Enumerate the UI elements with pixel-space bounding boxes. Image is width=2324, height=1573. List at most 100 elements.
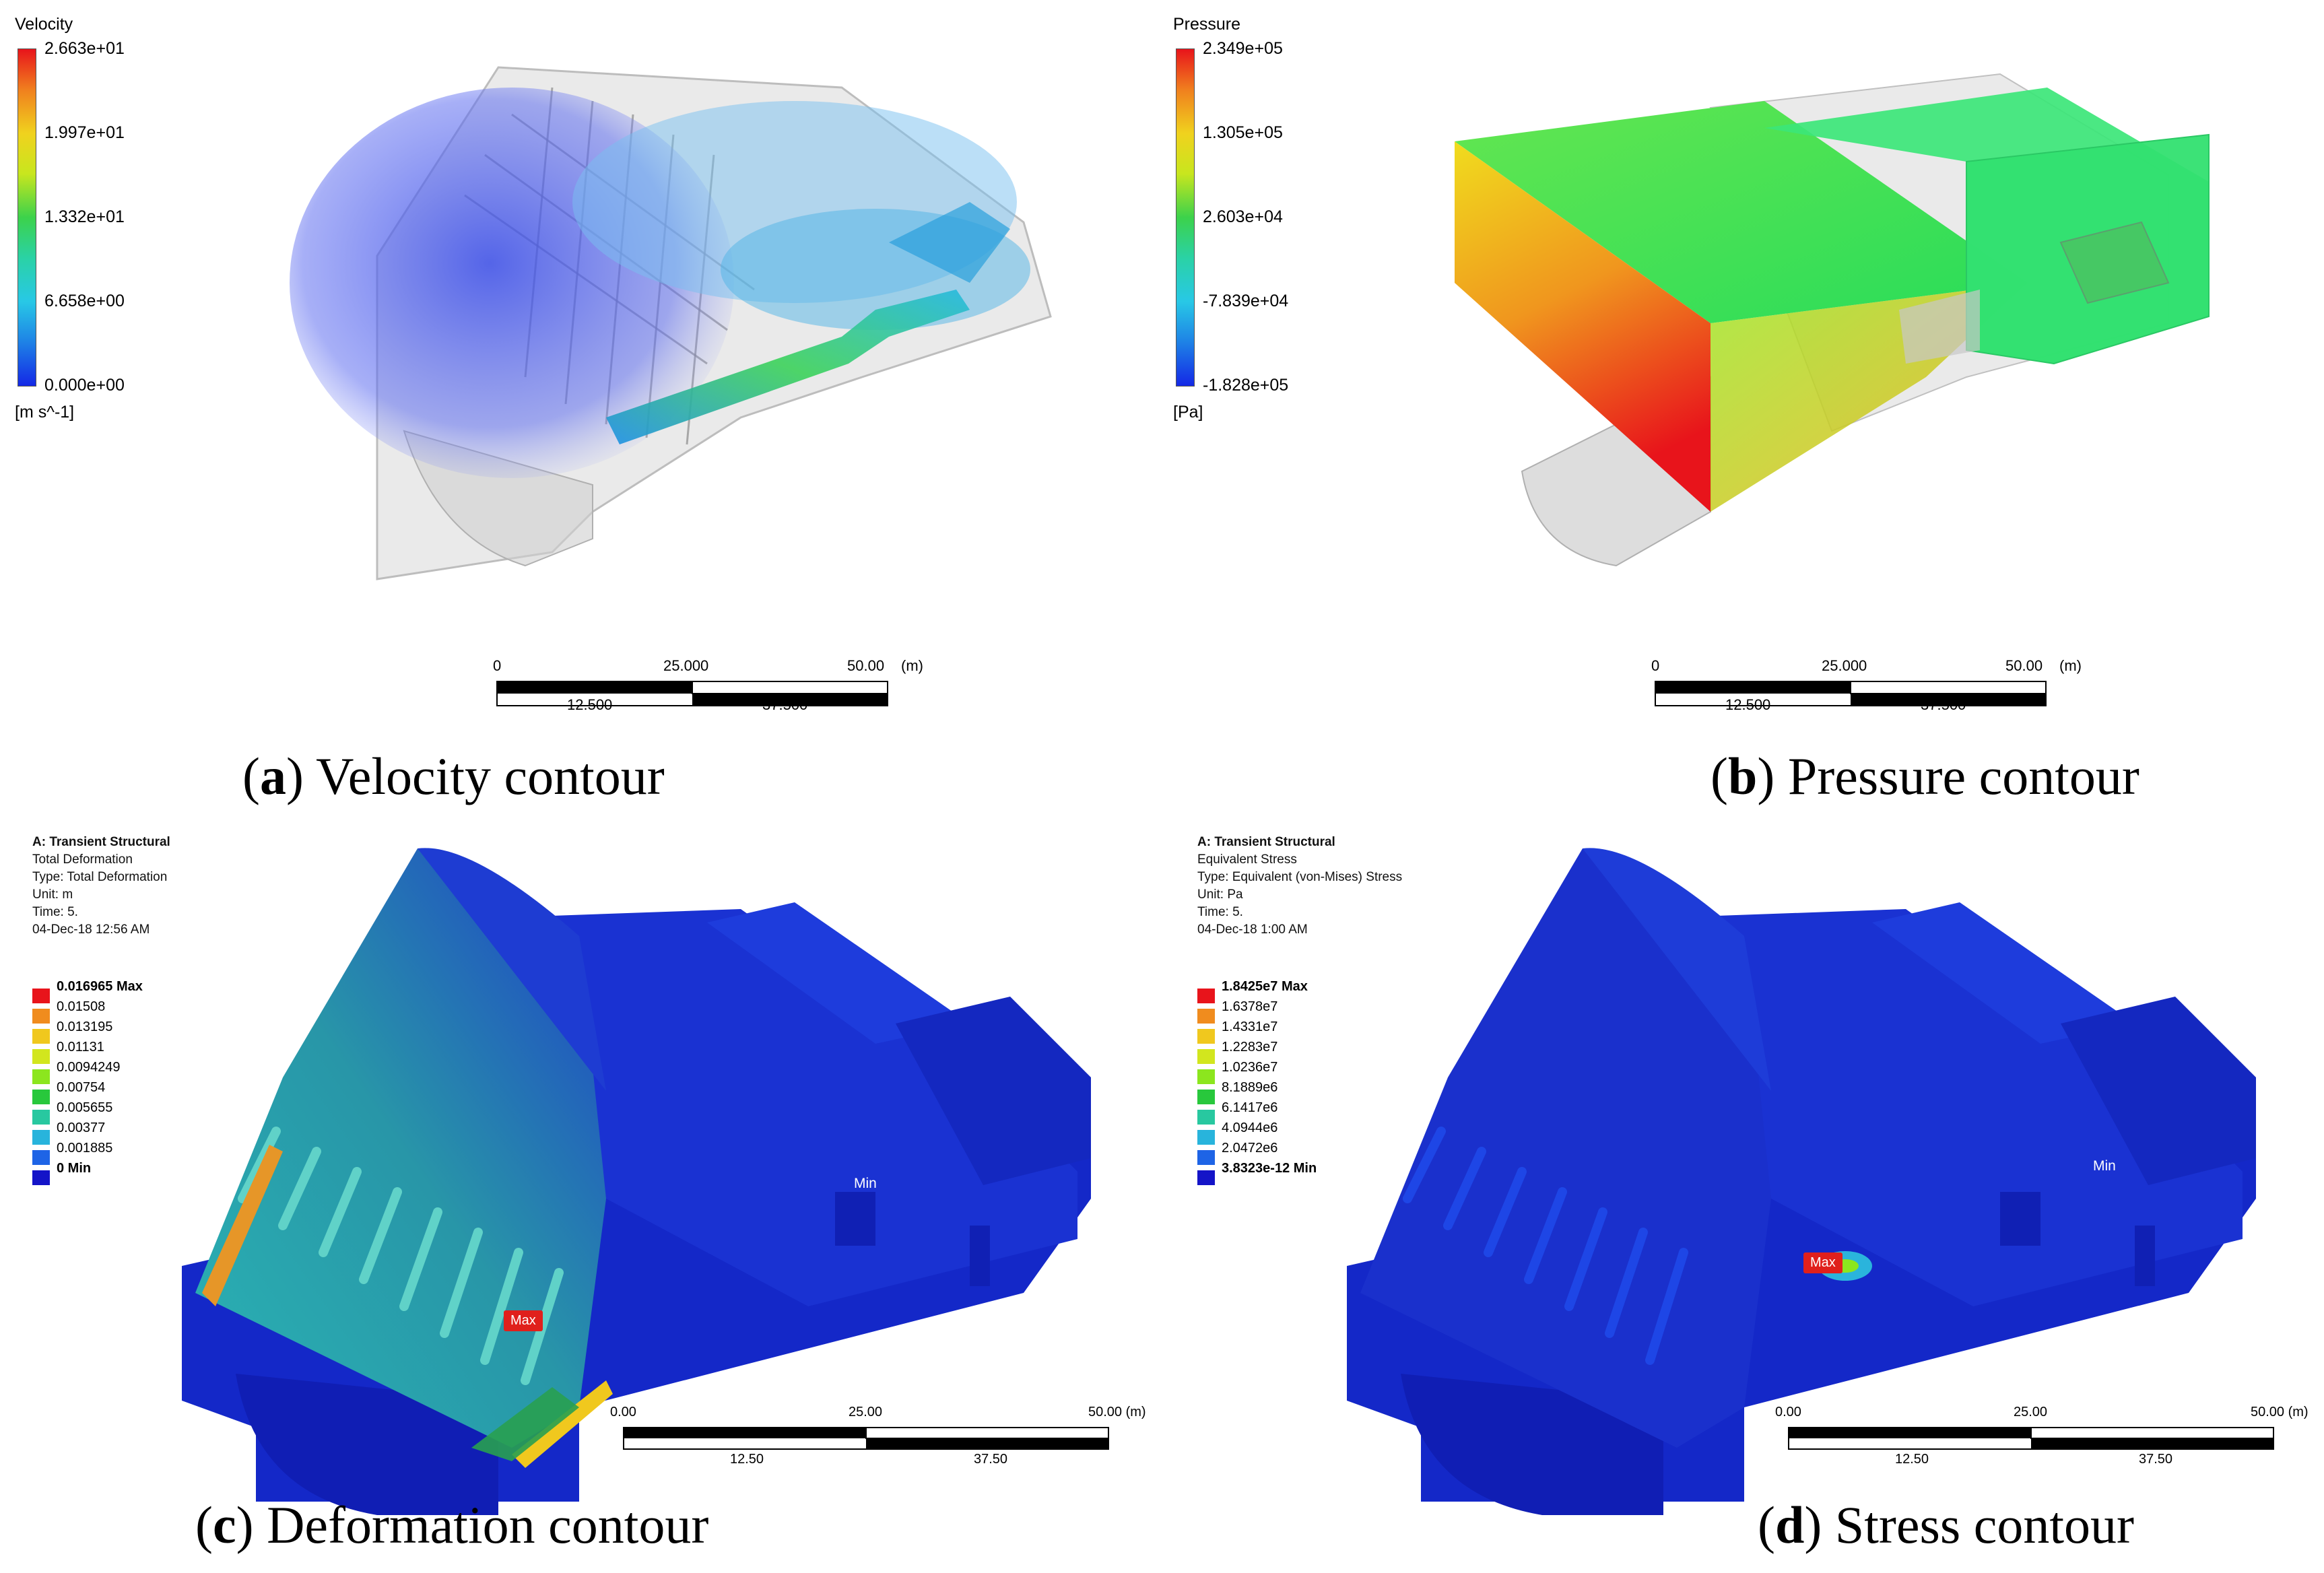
velocity-scale-unit: (m) (901, 657, 923, 674)
caption-c: (c) Deformation contour (195, 1496, 709, 1554)
deformation-info-type: Type: Total Deformation (32, 870, 168, 884)
deformation-legend-swatch (32, 1110, 50, 1125)
velocity-scale-37-5: 37.500 (762, 696, 808, 713)
deformation-scale-37-5: 37.50 (974, 1452, 1008, 1467)
stress-legend-label: 1.0236e7 (1222, 1060, 1278, 1075)
velocity-scale-25: 25.000 (663, 657, 709, 674)
deformation-legend-label: 0.0094249 (57, 1060, 121, 1075)
deformation-legend-swatch (32, 1090, 50, 1104)
deformation-legend-swatch (32, 989, 50, 1003)
caption-c-letter: c (212, 1496, 236, 1554)
velocity-model-render (290, 66, 1052, 580)
pressure-tick-3: 2.603e+04 (1203, 207, 1283, 226)
stress-legend-label: 4.0944e6 (1222, 1120, 1278, 1135)
deformation-scale-bar (623, 1427, 1109, 1450)
pressure-tick-1: 2.349e+05 (1203, 39, 1283, 58)
stress-scale-25: 25.00 (2014, 1405, 2048, 1419)
stress-min-marker: Min (2093, 1158, 2116, 1174)
velocity-scale-50: 50.00 (847, 657, 885, 674)
stress-legend-label: 1.4331e7 (1222, 1019, 1278, 1034)
stress-scale-37-5: 37.50 (2139, 1452, 2173, 1467)
stress-info-unit: Unit: Pa (1197, 888, 1243, 902)
deformation-legend-swatch (32, 1170, 50, 1185)
pressure-scale-37-5: 37.500 (1921, 696, 1966, 713)
deformation-legend-label: 0.001885 (57, 1141, 113, 1156)
deformation-scale-12-5: 12.50 (730, 1452, 764, 1467)
stress-scale-50: 50.00 (m) (2251, 1405, 2309, 1419)
panel-stress: A: Transient Structural Equivalent Stres… (1165, 822, 2324, 1573)
stress-legend-swatch (1197, 1170, 1215, 1185)
deformation-info-analysis: A: Transient Structural (32, 835, 170, 849)
deformation-legend-swatch (32, 1049, 50, 1064)
panel-pressure: Pressure 2.349e+05 1.305e+05 2.603e+04 -… (1158, 0, 2324, 805)
deformation-legend-swatch (32, 1150, 50, 1165)
pressure-legend-title: Pressure (1173, 15, 1241, 34)
pressure-color-bar (1176, 48, 1195, 387)
stress-info-analysis: A: Transient Structural (1197, 835, 1335, 849)
deformation-legend-label: 0.00754 (57, 1080, 106, 1095)
stress-legend-label: 1.2283e7 (1222, 1040, 1278, 1055)
stress-legend-swatch (1197, 1090, 1215, 1104)
deformation-info-unit: Unit: m (32, 888, 73, 902)
deformation-scale-25: 25.00 (849, 1405, 883, 1419)
deformation-info-result: Total Deformation (32, 852, 133, 867)
stress-info-result: Equivalent Stress (1197, 852, 1297, 867)
pressure-scale-bar (1655, 681, 2047, 706)
deformation-max-marker: Max (504, 1310, 543, 1331)
velocity-tick-3: 1.332e+01 (44, 207, 125, 226)
deformation-legend-label: 0 Min (57, 1161, 92, 1176)
caption-c-text: Deformation contour (267, 1496, 709, 1554)
velocity-tick-2: 1.997e+01 (44, 123, 125, 142)
stress-model-render (1347, 848, 2256, 1515)
pressure-tick-5: -1.828e+05 (1203, 376, 1289, 395)
stress-legend-label: 2.0472e6 (1222, 1141, 1278, 1156)
stress-legend-swatch (1197, 1029, 1215, 1044)
caption-a-text: Velocity contour (316, 747, 665, 805)
deformation-scale-50: 50.00 (m) (1088, 1405, 1146, 1419)
velocity-legend-title: Velocity (15, 15, 73, 34)
caption-b: (b) Pressure contour (1711, 747, 2139, 805)
stress-info-type: Type: Equivalent (von-Mises) Stress (1197, 870, 1403, 884)
pressure-scale-unit: (m) (2059, 657, 2082, 674)
panel-deformation: A: Transient Structural Total Deformatio… (0, 822, 1158, 1573)
deformation-legend-label: 0.01508 (57, 999, 106, 1014)
pressure-scale-50: 50.00 (2005, 657, 2043, 674)
caption-d-text: Stress contour (1834, 1496, 2134, 1554)
stress-info-time: Time: 5. (1197, 905, 1243, 919)
caption-a-letter: a (259, 747, 286, 805)
deformation-scale-0: 0.00 (610, 1405, 636, 1419)
stress-scale-12-5: 12.50 (1895, 1452, 1929, 1467)
stress-legend-swatch (1197, 989, 1215, 1003)
caption-d-letter: d (1774, 1496, 1805, 1554)
stress-legend-label: 6.1417e6 (1222, 1100, 1278, 1115)
stress-legend-label: 8.1889e6 (1222, 1080, 1278, 1095)
pressure-tick-2: 1.305e+05 (1203, 123, 1283, 142)
deformation-legend-swatch (32, 1029, 50, 1044)
velocity-tick-4: 6.658e+00 (44, 292, 125, 310)
velocity-scale-bar (496, 681, 888, 706)
deformation-legend-label: 0.016965 Max (57, 979, 143, 994)
deformation-legend-label: 0.01131 (57, 1040, 104, 1055)
stress-legend-swatch (1197, 1009, 1215, 1024)
stress-max-marker: Max (1803, 1252, 1842, 1273)
deformation-info-date: 04-Dec-18 12:56 AM (32, 923, 150, 937)
velocity-color-bar (18, 48, 36, 387)
caption-b-text: Pressure contour (1787, 747, 2139, 805)
panel-velocity: Velocity 2.663e+01 1.997e+01 1.332e+01 6… (0, 0, 1145, 805)
pressure-scale-0: 0 (1651, 657, 1660, 674)
velocity-scale-0: 0 (493, 657, 502, 674)
deformation-legend-swatch (32, 1009, 50, 1024)
stress-info-date: 04-Dec-18 1:00 AM (1197, 923, 1308, 937)
deformation-legend-label: 0.00377 (57, 1120, 106, 1135)
caption-b-letter: b (1727, 747, 1758, 805)
velocity-scale-12-5: 12.500 (567, 696, 613, 713)
stress-legend-swatch (1197, 1130, 1215, 1145)
pressure-unit: [Pa] (1173, 403, 1203, 422)
pressure-scale-12-5: 12.500 (1725, 696, 1771, 713)
velocity-unit: [m s^-1] (15, 403, 75, 422)
pressure-model-render (1455, 73, 2210, 567)
pressure-tick-4: -7.839e+04 (1203, 292, 1289, 310)
deformation-model-render (182, 848, 1091, 1515)
stress-legend-label: 1.6378e7 (1222, 999, 1278, 1014)
caption-d: (d) Stress contour (1758, 1496, 2134, 1554)
